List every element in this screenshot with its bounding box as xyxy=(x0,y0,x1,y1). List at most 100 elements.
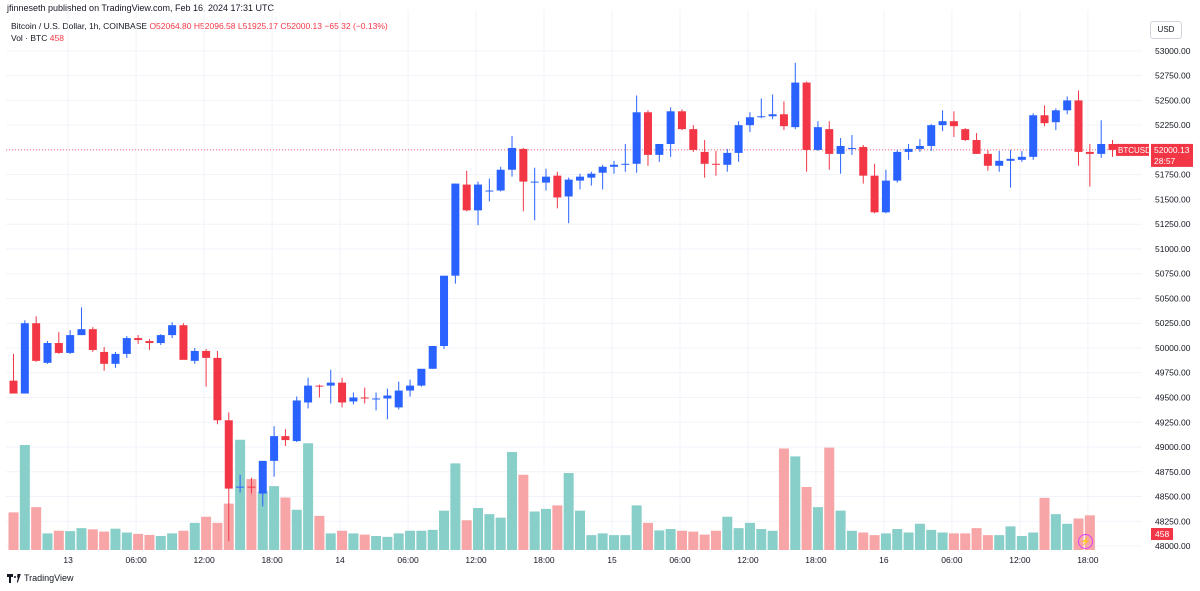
time-tick-label: 14 xyxy=(335,555,345,565)
volume-bar xyxy=(642,522,653,550)
volume-bar xyxy=(710,530,721,550)
price-tick-label: 49000.00 xyxy=(1155,442,1191,452)
candle-body xyxy=(32,323,41,361)
candle-body xyxy=(542,176,551,183)
tradingview-footer[interactable]: TradingView xyxy=(7,573,74,583)
volume-bar xyxy=(563,473,574,550)
lightning-icon[interactable]: ⚡ xyxy=(1078,534,1093,549)
candle-body xyxy=(564,179,573,197)
volume-bar xyxy=(484,514,495,550)
volume-bar xyxy=(1073,518,1084,550)
volume-bar xyxy=(1062,523,1073,550)
candle-body xyxy=(802,82,811,150)
volume-bar xyxy=(359,534,370,550)
volume-bar xyxy=(541,508,552,550)
currency-button[interactable]: USD xyxy=(1150,21,1182,39)
price-tick-label: 48500.00 xyxy=(1155,492,1191,502)
candle-body xyxy=(304,385,313,403)
price-tick-label: 51750.00 xyxy=(1155,170,1191,180)
volume-bar xyxy=(31,507,42,550)
candle-body xyxy=(156,335,165,344)
candle-body xyxy=(995,160,1004,166)
candle-body xyxy=(111,353,120,364)
price-tick-label: 49250.00 xyxy=(1155,417,1191,427)
candle-body xyxy=(77,329,86,336)
volume-bar xyxy=(1005,526,1016,550)
price-tick-label: 50750.00 xyxy=(1155,269,1191,279)
price-tick-label: 52500.00 xyxy=(1155,95,1191,105)
volume-bar xyxy=(790,456,801,550)
candle-body xyxy=(734,125,743,153)
candle-body xyxy=(349,397,358,402)
volume-bar xyxy=(722,516,733,550)
time-tick-label: 12:00 xyxy=(737,555,759,565)
volume-bar xyxy=(914,523,925,550)
candle-body xyxy=(270,436,279,461)
candle-body xyxy=(949,121,958,127)
candle-body xyxy=(451,183,460,276)
candle-body xyxy=(213,357,222,421)
volume-bar xyxy=(631,505,642,550)
candle-body xyxy=(496,169,505,191)
candle-body xyxy=(440,275,449,346)
volume-bar xyxy=(654,530,665,550)
candle-body xyxy=(519,148,528,182)
volume-bar xyxy=(178,530,189,550)
volume-bar xyxy=(994,535,1005,550)
candle-body xyxy=(893,151,902,181)
volume-bar xyxy=(212,522,223,550)
candle-body xyxy=(1085,151,1094,154)
countdown-label: 28:57 xyxy=(1154,156,1176,166)
volume-bar xyxy=(756,529,767,550)
candle-body xyxy=(224,420,233,489)
volume-bar xyxy=(291,509,302,550)
time-tick-label: 16 xyxy=(879,555,889,565)
volume-bar xyxy=(620,535,631,550)
volume-bar xyxy=(1028,532,1039,550)
candle-body xyxy=(530,181,539,183)
volume-bar xyxy=(382,536,393,550)
time-tick-label: 06:00 xyxy=(125,555,147,565)
candle-body xyxy=(745,117,754,126)
volume-label[interactable]: Vol · BTC xyxy=(11,33,48,43)
volume-bar xyxy=(858,532,869,550)
symbol-label[interactable]: Bitcoin / U.S. Dollar, 1h, COINBASE xyxy=(11,21,148,31)
volume-bar xyxy=(575,510,585,550)
volume-bar xyxy=(688,531,699,550)
volume-bar xyxy=(461,520,472,550)
time-axis: 13 06:00 12:00 18:00 14 06:00 12:00 18:00 15 06:0… xyxy=(63,555,1098,565)
volume-bar xyxy=(235,439,246,550)
volume-bar xyxy=(597,533,608,550)
volume-bar xyxy=(201,516,212,550)
volume-bar xyxy=(676,530,687,550)
volume-bar xyxy=(937,532,948,550)
candle-body xyxy=(632,112,641,164)
time-tick-label: 18:00 xyxy=(1077,555,1099,565)
volume-bar xyxy=(65,531,76,550)
volume-bar xyxy=(257,491,268,550)
volume-bar xyxy=(246,479,257,550)
candle-body xyxy=(168,325,177,336)
candle-body xyxy=(768,114,777,117)
candle-body xyxy=(643,112,652,155)
volume-bar xyxy=(552,505,563,550)
volume-bar xyxy=(892,529,903,550)
price-tick-label: 51000.00 xyxy=(1155,244,1191,254)
candle-body xyxy=(360,397,369,399)
candle-body xyxy=(281,436,290,441)
candle-body xyxy=(485,190,494,192)
volume-bar xyxy=(87,529,98,550)
volume-bar xyxy=(1050,514,1061,550)
candle-body xyxy=(1040,115,1049,124)
candle-body xyxy=(134,338,143,341)
price-tick-label: 52250.00 xyxy=(1155,120,1191,130)
volume-bar xyxy=(971,528,982,550)
candle-body xyxy=(677,111,686,130)
volume-bar xyxy=(53,530,64,550)
volume-bar xyxy=(699,534,710,550)
low-value: L51925.17 xyxy=(237,21,279,31)
price-tick-label: 50500.00 xyxy=(1155,293,1191,303)
candle-body xyxy=(553,175,562,198)
candle-body xyxy=(20,323,29,394)
